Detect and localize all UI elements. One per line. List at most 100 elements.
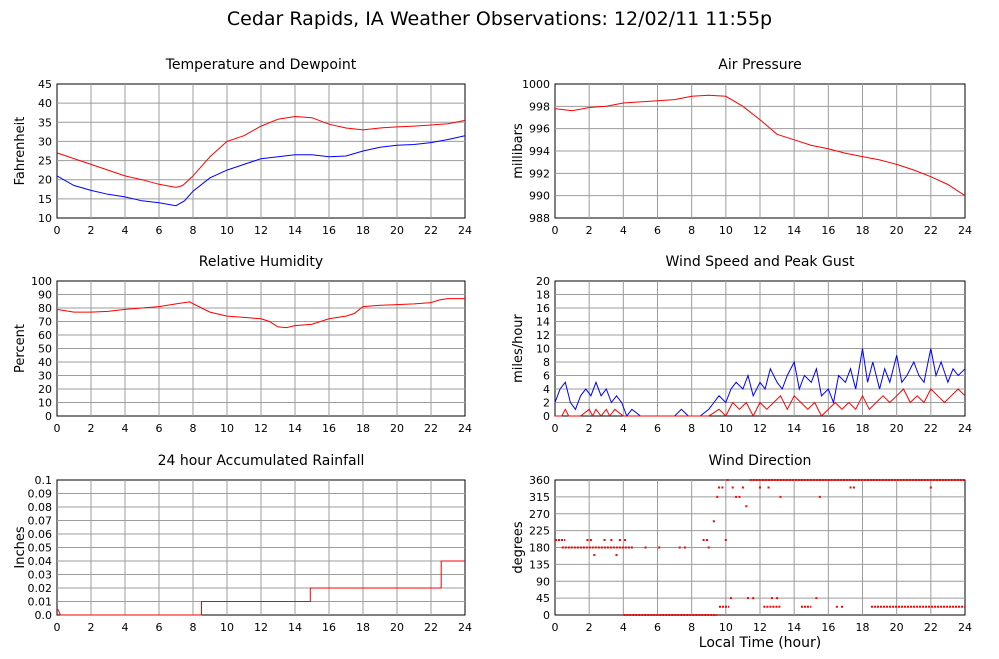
x-tick-label: 6: [156, 621, 163, 634]
direction-point: [718, 486, 720, 489]
y-tick-label: 0.05: [28, 542, 53, 555]
y-tick-label: 360: [529, 474, 550, 487]
x-tick-label: 8: [688, 422, 695, 435]
x-tick-label: 22: [924, 422, 938, 435]
y-tick-label: 60: [38, 329, 52, 342]
x-tick-label: 4: [122, 224, 129, 237]
wind-speed-gust-chart: 0 2 4 6 8 10 12 14 16 18 20 22 2402468101214161820Wi…: [511, 254, 972, 435]
y-tick-label: 90: [38, 289, 52, 302]
direction-point: [815, 597, 818, 600]
direction-point: [610, 539, 613, 541]
direction-point: [603, 539, 606, 541]
y-tick-label: 18: [536, 289, 550, 302]
y-axis-label: Percent: [13, 324, 28, 373]
y-tick-label: 998: [529, 100, 550, 113]
x-tick-label: 22: [924, 224, 938, 237]
series-line: [554, 94, 966, 197]
y-tick-label: 0.1: [35, 474, 53, 487]
direction-point: [658, 546, 661, 549]
x-tick-label: 10: [719, 224, 733, 237]
x-tick-label: 14: [787, 422, 801, 435]
direction-point: [707, 546, 710, 549]
y-tick-label: 16: [536, 302, 550, 315]
chart-title: Wind Speed and Peak Gust: [666, 254, 855, 270]
direction-point: [716, 495, 719, 498]
direction-point: [759, 486, 761, 489]
y-tick-label: 996: [529, 123, 550, 136]
direction-point: [624, 539, 627, 541]
x-tick-label: 12: [254, 422, 268, 435]
y-tick-label: 0.01: [28, 596, 53, 609]
y-tick-label: 315: [529, 491, 550, 504]
x-tick-label: 22: [424, 224, 438, 237]
x-tick-label: 18: [856, 224, 870, 237]
y-tick-label: 25: [38, 155, 52, 168]
direction-point: [770, 597, 773, 600]
series-line: [56, 135, 466, 207]
x-tick-label: 14: [288, 621, 302, 634]
x-axis-title: Local Time (hour): [698, 635, 822, 651]
direction-point: [593, 554, 596, 556]
x-tick-label: 10: [220, 621, 234, 634]
x-tick-label: 6: [156, 224, 163, 237]
x-tick-label: 8: [688, 621, 695, 634]
rainfall-chart: 0 2 4 6 8 10 12 14 16 18 20 22 240.00.010.020.030.04…: [13, 453, 472, 634]
y-tick-label: 225: [529, 525, 550, 538]
direction-point: [615, 554, 618, 556]
y-tick-label: 990: [529, 190, 550, 203]
direction-point: [818, 495, 821, 498]
direction-point: [706, 539, 709, 541]
direction-point: [630, 546, 633, 549]
y-tick-label: 0: [45, 410, 52, 423]
y-tick-label: 0.03: [28, 569, 53, 582]
direction-point: [586, 539, 589, 541]
direction-point: [735, 495, 738, 498]
x-tick-label: 6: [654, 224, 661, 237]
x-tick-label: 10: [719, 422, 733, 435]
y-tick-label: 50: [38, 343, 52, 356]
x-tick-label: 6: [654, 422, 661, 435]
series-line: [56, 560, 465, 616]
x-tick-label: 16: [821, 422, 835, 435]
y-axis-label: Fahrenheit: [13, 117, 28, 186]
y-tick-label: 14: [536, 316, 550, 329]
direction-point: [738, 495, 741, 498]
y-tick-label: 80: [38, 302, 52, 315]
x-tick-label: 24: [958, 621, 972, 634]
y-tick-label: 12: [536, 329, 550, 342]
y-tick-label: 90: [536, 575, 550, 588]
x-tick-label: 22: [424, 422, 438, 435]
chart-title: Relative Humidity: [199, 254, 323, 270]
direction-point: [589, 539, 592, 541]
x-tick-label: 2: [586, 422, 593, 435]
y-tick-label: 30: [38, 135, 52, 148]
direction-point: [712, 520, 715, 523]
direction-point: [776, 597, 779, 600]
direction-point: [849, 486, 852, 489]
x-tick-label: 20: [390, 422, 404, 435]
y-axis-label: Inches: [13, 526, 28, 568]
direction-point: [852, 486, 855, 489]
x-tick-label: 10: [719, 621, 733, 634]
x-tick-label: 6: [654, 621, 661, 634]
y-tick-label: 15: [38, 193, 52, 206]
x-tick-label: 16: [821, 224, 835, 237]
x-tick-label: 22: [924, 621, 938, 634]
x-tick-label: 16: [821, 621, 835, 634]
x-tick-label: 12: [254, 224, 268, 237]
x-tick-label: 20: [890, 224, 904, 237]
y-tick-label: 270: [529, 508, 550, 521]
direction-point: [779, 495, 782, 498]
direction-point: [747, 597, 750, 600]
direction-point: [726, 479, 729, 481]
x-tick-label: 16: [322, 422, 336, 435]
x-tick-label: 24: [458, 422, 472, 435]
chart-title: Temperature and Dewpoint: [165, 57, 357, 73]
x-tick-label: 4: [620, 224, 627, 237]
y-tick-label: 0.08: [28, 501, 53, 514]
x-tick-label: 10: [220, 422, 234, 435]
x-tick-label: 20: [890, 621, 904, 634]
y-tick-label: 1000: [522, 78, 550, 91]
y-tick-label: 8: [543, 356, 550, 369]
